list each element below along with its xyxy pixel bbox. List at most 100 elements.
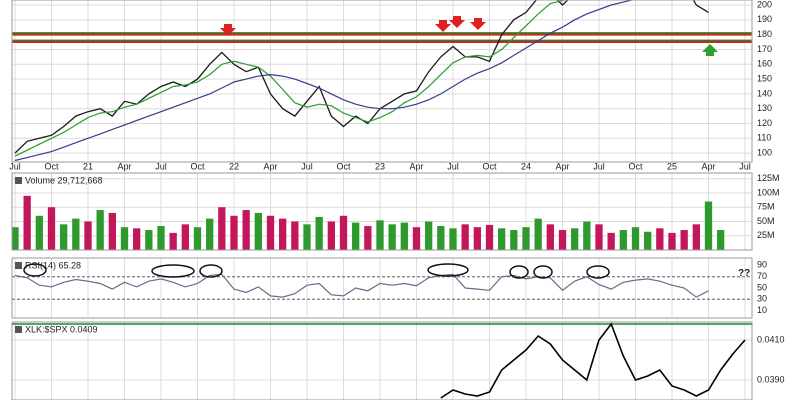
down-arrow	[435, 20, 451, 32]
x-tick-label: Apr	[701, 161, 715, 171]
volume-bar	[254, 212, 262, 250]
x-tick-label: Apr	[555, 161, 569, 171]
x-tick-label: Apr	[409, 161, 423, 171]
volume-bar	[279, 218, 287, 250]
y-tick-label: 50M	[757, 216, 775, 226]
y-tick-label: 0.0390	[757, 374, 785, 384]
volume-bar	[692, 224, 700, 250]
panel-border	[11, 321, 753, 400]
signals	[23, 16, 718, 279]
volume-bar	[461, 224, 469, 250]
volume-bar	[327, 221, 335, 250]
y-tick-label: 200	[757, 0, 772, 9]
circle	[199, 264, 223, 278]
panel-title: Volume 29,712,668	[25, 175, 103, 185]
y-tick-label: 70	[757, 271, 767, 281]
volume-bar	[656, 228, 664, 250]
x-tick-label: 24	[521, 161, 531, 171]
volume-bar	[315, 216, 323, 250]
y-tick-label: 50	[757, 282, 767, 292]
y-tick-label: 120	[757, 118, 772, 128]
volume-bar	[72, 218, 80, 250]
volume-bar	[120, 227, 129, 250]
volume-bar	[704, 201, 713, 250]
x-tick-label: 21	[83, 161, 93, 171]
volume-bar	[145, 230, 153, 250]
volume-bar	[717, 230, 725, 250]
down-arrow	[470, 18, 486, 30]
volume-bar	[169, 232, 177, 250]
y-tick-label: 160	[757, 59, 772, 69]
volume-bar	[571, 228, 579, 250]
volume-bar	[218, 207, 226, 250]
panel-border	[11, 172, 753, 251]
series-line	[14, 273, 709, 298]
volume-bar	[96, 210, 104, 250]
circle	[151, 264, 195, 278]
circle	[23, 263, 47, 277]
y-tick-label: 25M	[757, 230, 775, 240]
marks: 100 110 120 130 140 150 160 170 180 190 200 25M 50M 7…	[9, 0, 785, 400]
volume-bar	[510, 230, 518, 250]
x-tick-label: Jul	[593, 161, 605, 171]
title-swatch	[15, 326, 22, 333]
volume-bar	[303, 224, 311, 250]
volume-bar	[583, 221, 591, 250]
circle	[533, 265, 553, 279]
y-tick-label: 140	[757, 88, 772, 98]
volume-bar	[473, 227, 481, 250]
up-arrow	[702, 44, 718, 56]
panel-border	[11, 257, 753, 319]
volume-bar	[23, 195, 31, 250]
volume-bar	[266, 215, 275, 250]
panel-plot	[12, 173, 752, 250]
panel-title: XLK:$SPX 0.0409	[25, 324, 98, 334]
x-tick-label: Jul	[155, 161, 167, 171]
volume-bar	[60, 224, 68, 250]
volume-bar	[668, 232, 676, 250]
volume-bar	[193, 227, 202, 250]
panel-border	[11, 0, 753, 163]
title-swatch	[15, 177, 22, 184]
y-tick-label: 110	[757, 133, 771, 143]
volume-bar	[400, 222, 408, 250]
volume-bar	[680, 230, 688, 250]
panel: 100 110 120 130 140 150 160 170 180 190 200	[11, 0, 772, 163]
volume-bar	[412, 227, 421, 250]
volume-bar	[534, 218, 542, 250]
y-tick-label: 125M	[757, 173, 780, 183]
panel: 0.0390 0.0410 XLK:$SPX 0.0409	[11, 321, 785, 400]
y-tick-label: 150	[757, 73, 772, 83]
volume-bar	[230, 215, 238, 250]
x-tick-label: Jul	[9, 161, 21, 171]
volume-bar	[485, 224, 494, 250]
volume-bar	[35, 215, 43, 250]
panel-title: RSI(14) 65.28	[25, 260, 81, 270]
volume-bar	[84, 221, 92, 250]
volume-bar	[546, 224, 554, 250]
volume-bar	[607, 232, 615, 250]
volume-bar	[339, 215, 348, 250]
circle	[509, 265, 529, 279]
x-tick-label: Jul	[447, 161, 459, 171]
down-arrow	[220, 24, 236, 36]
panel-plot	[12, 0, 752, 162]
series-line	[14, 0, 568, 157]
series-line	[14, 0, 635, 162]
volume-bar	[437, 226, 445, 250]
series-line	[440, 322, 746, 399]
volume-bar	[242, 210, 250, 250]
volume-bar	[181, 224, 189, 250]
x-tick-label: Jul	[739, 161, 751, 171]
x-tick-label: Apr	[263, 161, 277, 171]
circle	[586, 265, 610, 279]
y-tick-label: 30	[757, 294, 767, 304]
volume-bar	[449, 228, 457, 250]
volume-bar	[619, 230, 627, 250]
y-tick-label: 75M	[757, 202, 775, 212]
y-tick-label: 0.0410	[757, 334, 785, 344]
y-tick-label: 100M	[757, 187, 780, 197]
x-tick-label: Jul	[301, 161, 313, 171]
